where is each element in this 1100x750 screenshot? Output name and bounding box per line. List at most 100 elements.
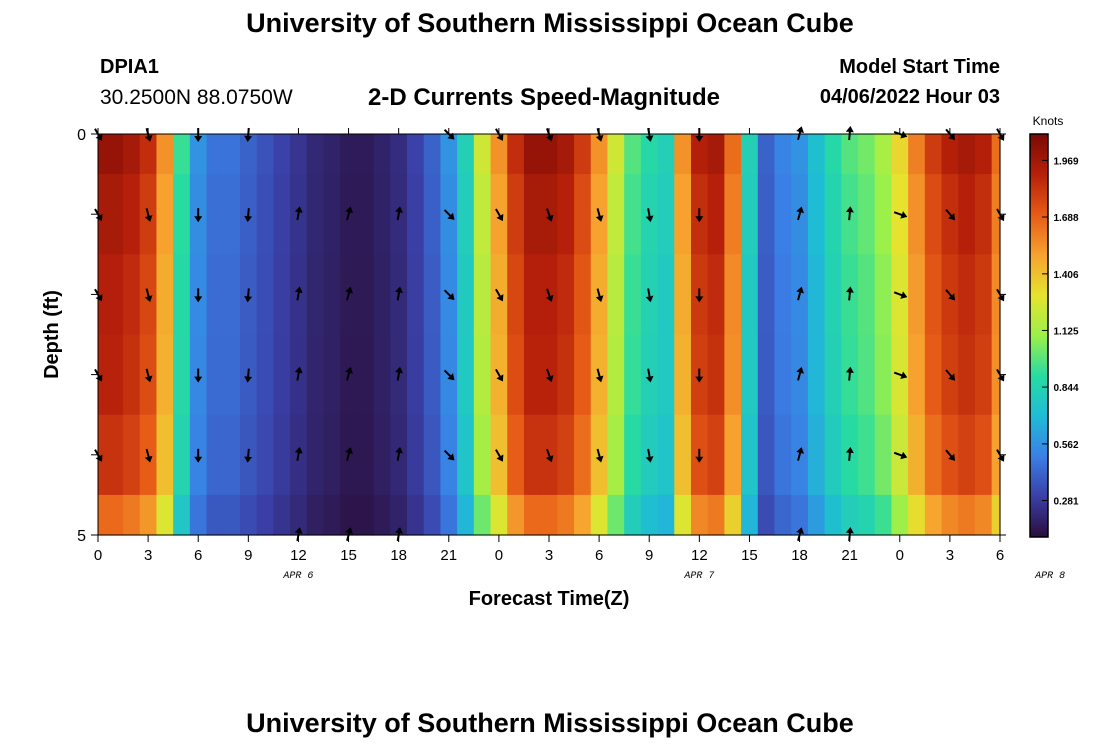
heatmap-cell [991, 254, 1001, 336]
heatmap-cell [98, 334, 107, 416]
heatmap-cell [774, 254, 792, 336]
heatmap-cell [356, 494, 375, 536]
heatmap-cell [757, 334, 776, 416]
heatmap-cell [991, 334, 1001, 416]
current-arrow-head [595, 375, 604, 383]
heatmap-cell [774, 334, 792, 416]
x-tick-label: 15 [741, 547, 758, 564]
current-arrow [144, 448, 153, 463]
heatmap-cell [106, 334, 124, 416]
heatmap-cell [256, 134, 274, 175]
heatmap-cell [974, 134, 993, 175]
heatmap-cell [757, 134, 776, 175]
current-arrow [545, 448, 554, 463]
heatmap-cell [256, 254, 274, 336]
current-arrow [545, 288, 554, 302]
heatmap-cell [223, 134, 241, 175]
heatmap-cell [824, 334, 842, 416]
heatmap-cell [156, 334, 174, 416]
current-arrow-head [496, 133, 504, 141]
heatmap-cell [423, 334, 442, 416]
heatmap-cell [624, 134, 642, 175]
heatmap-cell [98, 134, 107, 175]
heatmap-cell [791, 134, 809, 175]
heatmap-cell [106, 414, 124, 496]
current-arrow [345, 447, 353, 461]
heatmap-cell [373, 334, 391, 416]
heatmap-cell [407, 414, 425, 496]
current-arrow-head [345, 527, 353, 535]
heatmap-cell [607, 174, 625, 255]
heatmap-cell [306, 134, 325, 175]
heatmap-cell [123, 254, 141, 336]
heatmap-cell [807, 254, 826, 336]
heatmap-cell [173, 414, 191, 496]
heatmap-cell [824, 254, 842, 336]
heatmap-cell [607, 494, 625, 536]
current-arrow-head [144, 134, 153, 142]
heatmap-cell [807, 174, 826, 255]
heatmap-cell [540, 134, 558, 175]
current-arrow-head [294, 206, 303, 213]
current-arrow-head [545, 294, 554, 302]
x-tick-label: 18 [390, 547, 407, 564]
heatmap-cell [974, 334, 993, 416]
current-arrow-head [194, 376, 203, 383]
current-arrow-head [900, 291, 908, 299]
heatmap-cell [473, 174, 492, 255]
heatmap-cell [574, 494, 592, 536]
heatmap-cell [974, 494, 993, 536]
heatmap-cell [373, 254, 391, 336]
heatmap-cell [757, 494, 776, 536]
current-arrow-head [244, 215, 253, 223]
current-arrow-head [545, 134, 554, 142]
heatmap-cell [924, 174, 943, 255]
current-arrow-head [900, 211, 908, 219]
current-arrow-head [395, 366, 403, 374]
current-arrow-head [595, 295, 604, 303]
current-arrow-head [447, 212, 455, 220]
heatmap-cell [290, 134, 308, 175]
y-axis: 05 [77, 127, 1006, 545]
heatmap-cell [657, 414, 675, 496]
heatmap-cell [607, 254, 625, 336]
heatmap-cell [590, 134, 609, 175]
heatmap-cell [507, 254, 525, 336]
heatmap-cell [473, 134, 492, 175]
heatmap-cell [624, 414, 642, 496]
current-arrow [945, 128, 956, 141]
heatmap-cell [674, 254, 692, 336]
current-arrow [545, 208, 554, 222]
heatmap-cell [924, 414, 943, 496]
heatmap-cell [757, 254, 776, 336]
current-arrow-head [194, 296, 203, 303]
current-arrow-head [796, 447, 804, 454]
current-arrow-head [545, 455, 554, 463]
colorbar-tick-label: 0.281 [1053, 497, 1078, 508]
current-arrow [495, 368, 504, 382]
heatmap-cell [423, 414, 442, 496]
heatmap-cell [557, 254, 575, 336]
heatmap-cell [858, 494, 876, 536]
chart-title: 2-D Currents Speed-Magnitude [368, 84, 721, 111]
heatmap-cell [290, 494, 308, 536]
heatmap-cell [824, 174, 842, 255]
current-arrow [443, 449, 455, 461]
current-arrow-head [695, 376, 704, 383]
heatmap-cell [423, 174, 442, 255]
current-arrow [345, 286, 353, 301]
heatmap-cell [791, 494, 809, 536]
heatmap-cell [858, 414, 876, 496]
heatmap-cell [123, 134, 141, 175]
heatmap-cell [156, 174, 174, 255]
current-arrow [645, 448, 654, 463]
current-arrow [796, 206, 804, 221]
heatmap-cell [156, 134, 174, 175]
station-id: DPIA1 [100, 56, 159, 78]
heatmap-cell [707, 134, 725, 175]
heatmap-cell [974, 414, 993, 496]
heatmap-cell [690, 494, 709, 536]
heatmap-cell [206, 334, 224, 416]
current-arrow [845, 206, 854, 221]
